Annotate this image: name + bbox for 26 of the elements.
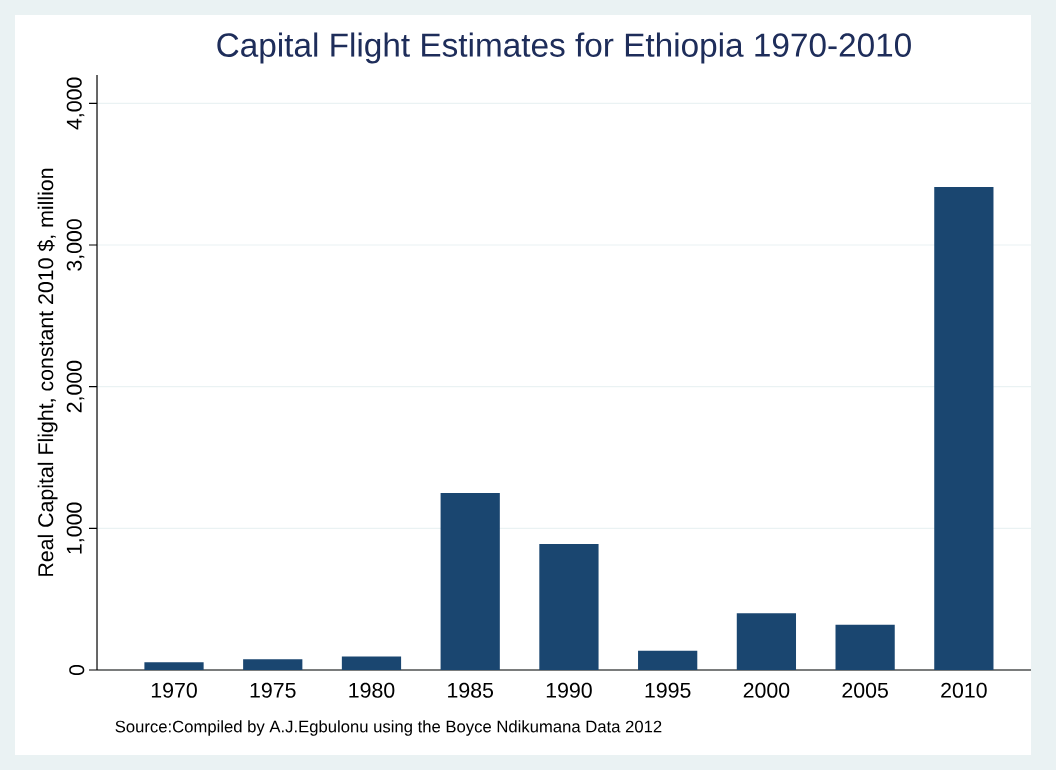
bar bbox=[638, 650, 698, 670]
x-tick-label: 1995 bbox=[645, 682, 691, 698]
x-tick-label: 1970 bbox=[151, 682, 197, 698]
bar bbox=[539, 543, 599, 670]
bar bbox=[243, 659, 303, 670]
x-tick-label: 1980 bbox=[349, 682, 395, 698]
bar bbox=[440, 492, 500, 670]
source-note: Source:Compiled by A.J.Egbulonu using the Boyce Ndikumana Data 2012 bbox=[115, 720, 662, 736]
x-tick-label: 1985 bbox=[448, 682, 494, 698]
bar bbox=[341, 656, 402, 670]
bar bbox=[835, 624, 895, 670]
bar bbox=[736, 613, 797, 670]
y-tick-label: 2,000 bbox=[66, 360, 85, 413]
y-axis-title: Real Capital Flight, constant 2010 $, million bbox=[37, 168, 58, 576]
x-tick-label: 2005 bbox=[842, 682, 888, 698]
y-tick-label: 3,000 bbox=[66, 219, 85, 271]
y-tick-label: 4,000 bbox=[66, 77, 85, 130]
x-tick-label: 2010 bbox=[941, 682, 987, 698]
chart-title: Capital Flight Estimates for Ethiopia 1970-2010 bbox=[217, 32, 911, 64]
y-tick-label: 0 bbox=[69, 664, 85, 676]
x-tick-label: 1975 bbox=[250, 682, 296, 698]
x-tick-label: 2000 bbox=[743, 682, 790, 698]
y-tick-label: 1,000 bbox=[66, 502, 85, 554]
x-tick-label: 1990 bbox=[546, 682, 592, 698]
bar bbox=[934, 186, 994, 670]
bar bbox=[144, 662, 204, 670]
